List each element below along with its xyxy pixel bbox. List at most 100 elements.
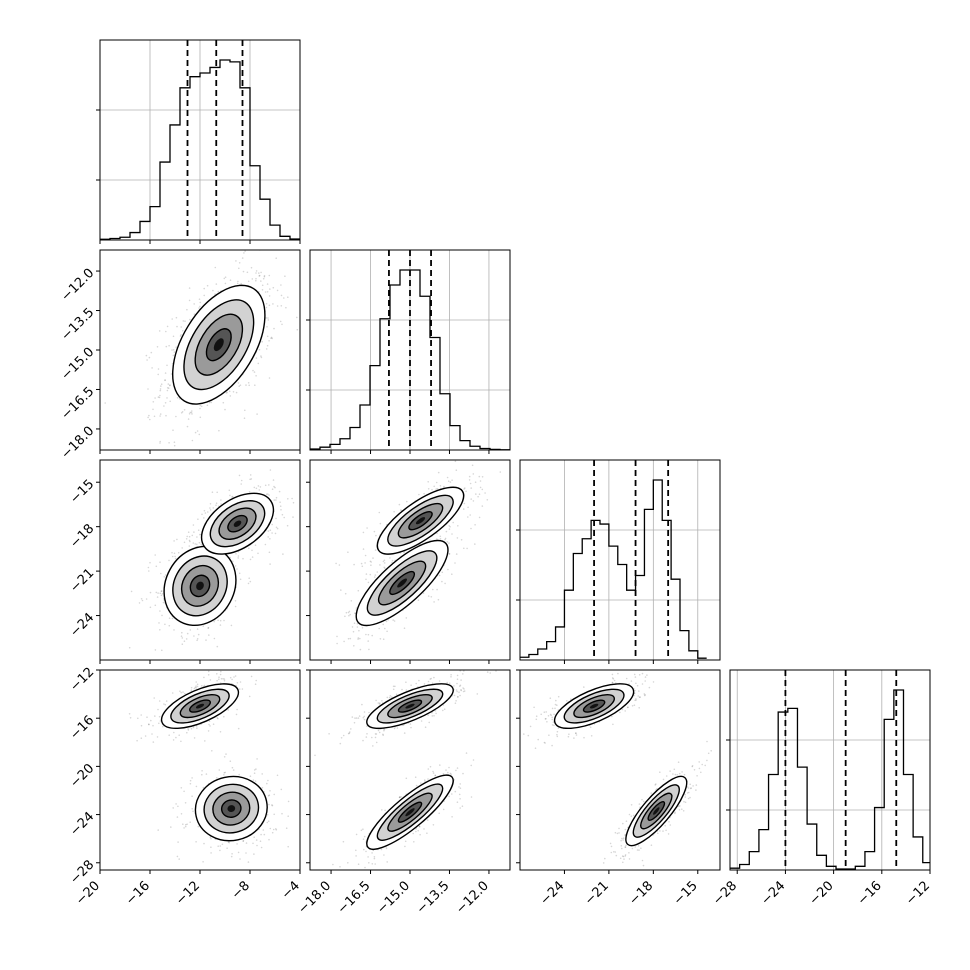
sample-point — [209, 507, 211, 509]
sample-point — [191, 808, 193, 810]
sample-point — [145, 354, 148, 357]
sample-point — [237, 557, 239, 559]
sample-point — [147, 388, 149, 390]
sample-point — [342, 734, 345, 737]
sample-point — [396, 727, 399, 729]
sample-point — [445, 769, 447, 771]
sample-point — [140, 598, 143, 600]
sample-point — [208, 723, 210, 726]
sample-point — [255, 357, 258, 359]
sample-point — [373, 530, 376, 533]
sample-point — [181, 547, 183, 549]
sample-point — [235, 553, 237, 555]
sample-point — [264, 207, 266, 209]
sample-point — [448, 766, 450, 769]
scatter-panel-2-3 — [523, 672, 712, 867]
sample-point — [164, 574, 167, 576]
sample-point — [207, 627, 209, 629]
sample-point — [359, 648, 362, 651]
sample-point — [257, 362, 260, 365]
sample-point — [266, 335, 269, 338]
sample-point — [424, 726, 427, 728]
sample-point — [441, 580, 443, 583]
sample-point — [448, 553, 451, 555]
sample-point — [272, 303, 274, 305]
sample-point — [250, 266, 253, 269]
sample-point — [273, 793, 276, 796]
sample-point — [617, 672, 619, 675]
sample-point — [169, 384, 171, 387]
sample-point — [220, 670, 222, 673]
sample-point — [160, 383, 163, 386]
sample-point — [255, 679, 257, 682]
sample-point — [391, 559, 394, 562]
sample-point — [463, 547, 465, 550]
sample-point — [537, 738, 539, 741]
sample-point — [240, 479, 243, 482]
sample-point — [183, 827, 185, 829]
sample-point — [612, 678, 615, 680]
density-contour — [405, 703, 415, 709]
sample-point — [382, 623, 385, 626]
sample-point — [164, 402, 167, 404]
sample-point — [223, 772, 226, 774]
sample-point — [386, 696, 389, 699]
sample-point — [205, 773, 208, 775]
sample-point — [551, 744, 553, 747]
sample-point — [188, 413, 191, 415]
sample-point — [271, 804, 273, 806]
sample-point — [338, 564, 341, 566]
sample-point — [256, 246, 258, 248]
sample-point — [371, 863, 374, 865]
sample-point — [261, 786, 264, 789]
sample-point — [355, 607, 358, 609]
sample-point — [275, 828, 277, 830]
sample-point — [470, 764, 473, 767]
sample-point — [444, 582, 446, 585]
sample-point — [268, 838, 270, 841]
sample-point — [365, 850, 367, 853]
sample-point — [282, 553, 284, 555]
sample-point — [457, 695, 459, 698]
sample-point — [264, 291, 267, 293]
sample-point — [258, 272, 260, 274]
sample-point — [384, 809, 386, 812]
sample-point — [173, 351, 176, 353]
sample-point — [347, 732, 350, 735]
sample-point — [239, 578, 242, 581]
scatter-panel-1-3 — [314, 670, 497, 887]
sample-point — [165, 345, 168, 348]
sample-point — [375, 699, 377, 702]
sample-point — [204, 474, 206, 476]
density-mode — [355, 539, 449, 627]
density-contour — [213, 338, 224, 352]
sample-point — [266, 344, 269, 347]
sample-point — [159, 413, 162, 415]
sample-point — [226, 391, 228, 394]
sample-point — [180, 334, 182, 336]
sample-point — [280, 788, 283, 791]
sample-point — [428, 721, 431, 724]
sample-point — [456, 682, 458, 685]
sample-point — [463, 488, 465, 490]
sample-point — [385, 847, 388, 850]
sample-point — [155, 591, 158, 594]
sample-point — [529, 725, 532, 728]
sample-point — [568, 733, 570, 735]
density-mode — [366, 683, 454, 730]
sample-point — [189, 629, 192, 631]
sample-point — [464, 487, 466, 489]
sample-point — [237, 727, 240, 730]
sample-point — [170, 826, 172, 828]
sample-point — [439, 485, 442, 487]
sample-point — [196, 543, 198, 546]
sample-point — [341, 885, 343, 887]
sample-point — [204, 740, 206, 742]
sample-point — [203, 509, 206, 512]
sample-point — [362, 838, 365, 840]
sample-point — [158, 722, 160, 725]
sample-point — [213, 620, 215, 623]
sample-point — [268, 794, 271, 796]
sample-point — [218, 676, 220, 678]
sample-point — [389, 557, 391, 559]
